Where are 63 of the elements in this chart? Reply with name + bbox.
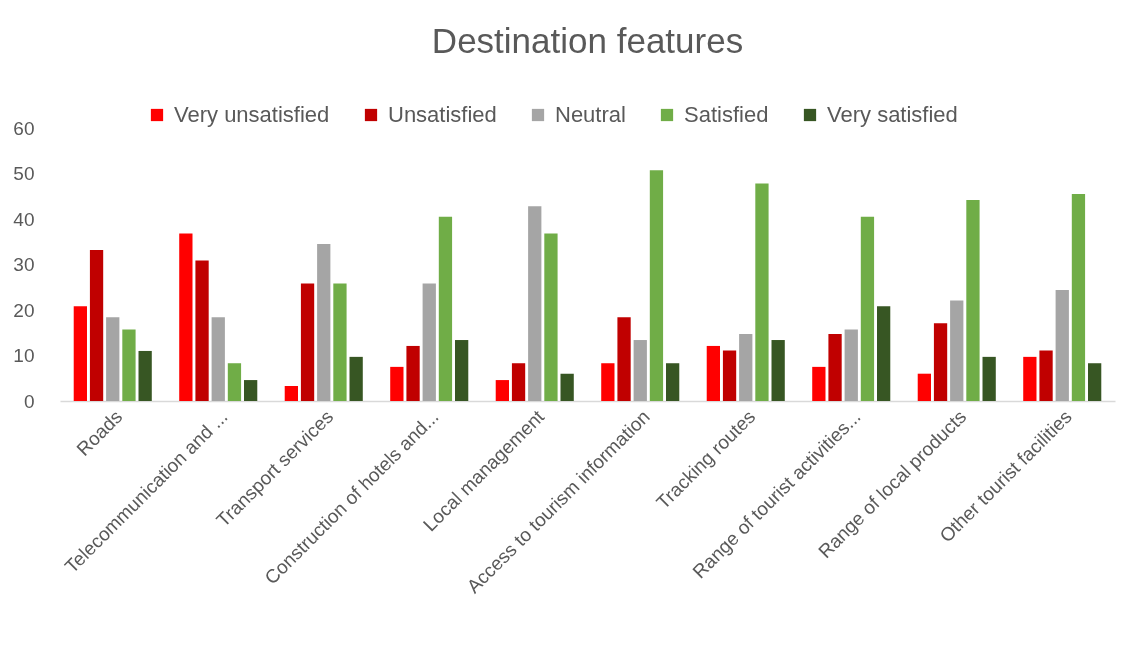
bar [438,216,453,401]
bar [828,334,842,401]
chart-title: Destination features [431,21,744,60]
bar [495,380,509,401]
legend-label: Neutral [555,102,626,127]
bar [390,366,404,401]
bar [455,340,469,401]
bar [1071,193,1086,401]
bar [73,306,87,401]
y-tick-label: 20 [13,299,35,321]
y-tick-label: 60 [13,117,35,139]
bar [812,366,826,401]
bar [122,329,136,401]
bar [528,206,542,401]
bar [317,244,331,401]
bar [739,334,753,401]
bar [300,283,315,401]
legend-label: Satisfied [684,102,769,127]
bar [422,283,436,401]
legend-label: Unsatisfied [388,102,497,127]
legend-label: Very satisfied [827,102,958,127]
bar [195,260,209,401]
bar [860,216,875,401]
bar [617,317,631,401]
bar [844,329,858,401]
bar [560,373,574,401]
y-tick-label: 10 [13,345,35,366]
legend-label: Very unsatisfied [174,102,330,127]
bar [877,306,891,401]
bar [227,363,242,401]
y-tick-label: 40 [13,208,35,230]
bar [1088,363,1102,401]
bar [333,283,347,401]
bar [179,233,193,401]
bar [244,380,258,401]
y-tick-label: 0 [23,390,35,412]
bar [917,373,931,401]
bar [706,345,720,401]
bar [755,183,769,401]
bar [1023,356,1037,401]
bar [601,363,615,401]
bar [211,317,225,401]
bar [633,340,647,401]
bar [1039,350,1053,401]
bar [982,356,996,401]
bar [966,199,980,401]
bar [649,170,664,401]
y-tick-label: 30 [13,254,35,275]
bar [933,323,948,401]
bar [349,356,363,401]
bar [138,350,152,401]
bar [89,249,104,401]
bar [544,233,558,401]
y-tick-label: 50 [13,163,35,184]
bar [666,363,680,401]
bar [950,300,964,401]
bar [1055,289,1069,401]
bar [106,317,120,401]
bar [406,345,420,401]
bar [771,340,785,401]
bar [511,363,526,401]
bar [284,385,298,401]
bar [722,350,737,401]
